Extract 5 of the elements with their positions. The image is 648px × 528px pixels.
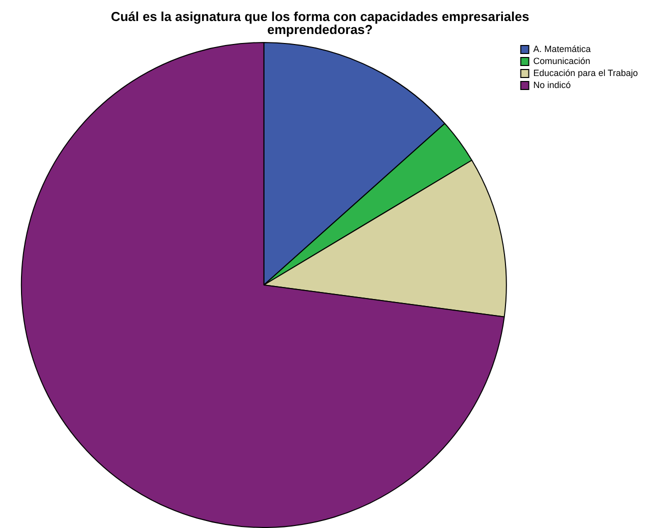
legend-label: No indicó bbox=[533, 80, 571, 90]
legend-label: A. Matemática bbox=[533, 44, 591, 54]
legend-label: Comunicación bbox=[533, 56, 590, 66]
legend-label: Educación para el Trabajo bbox=[533, 68, 638, 78]
chart-title: Cuál es la asignatura que los forma con capacidades empresariales emprendedoras? bbox=[110, 9, 530, 37]
